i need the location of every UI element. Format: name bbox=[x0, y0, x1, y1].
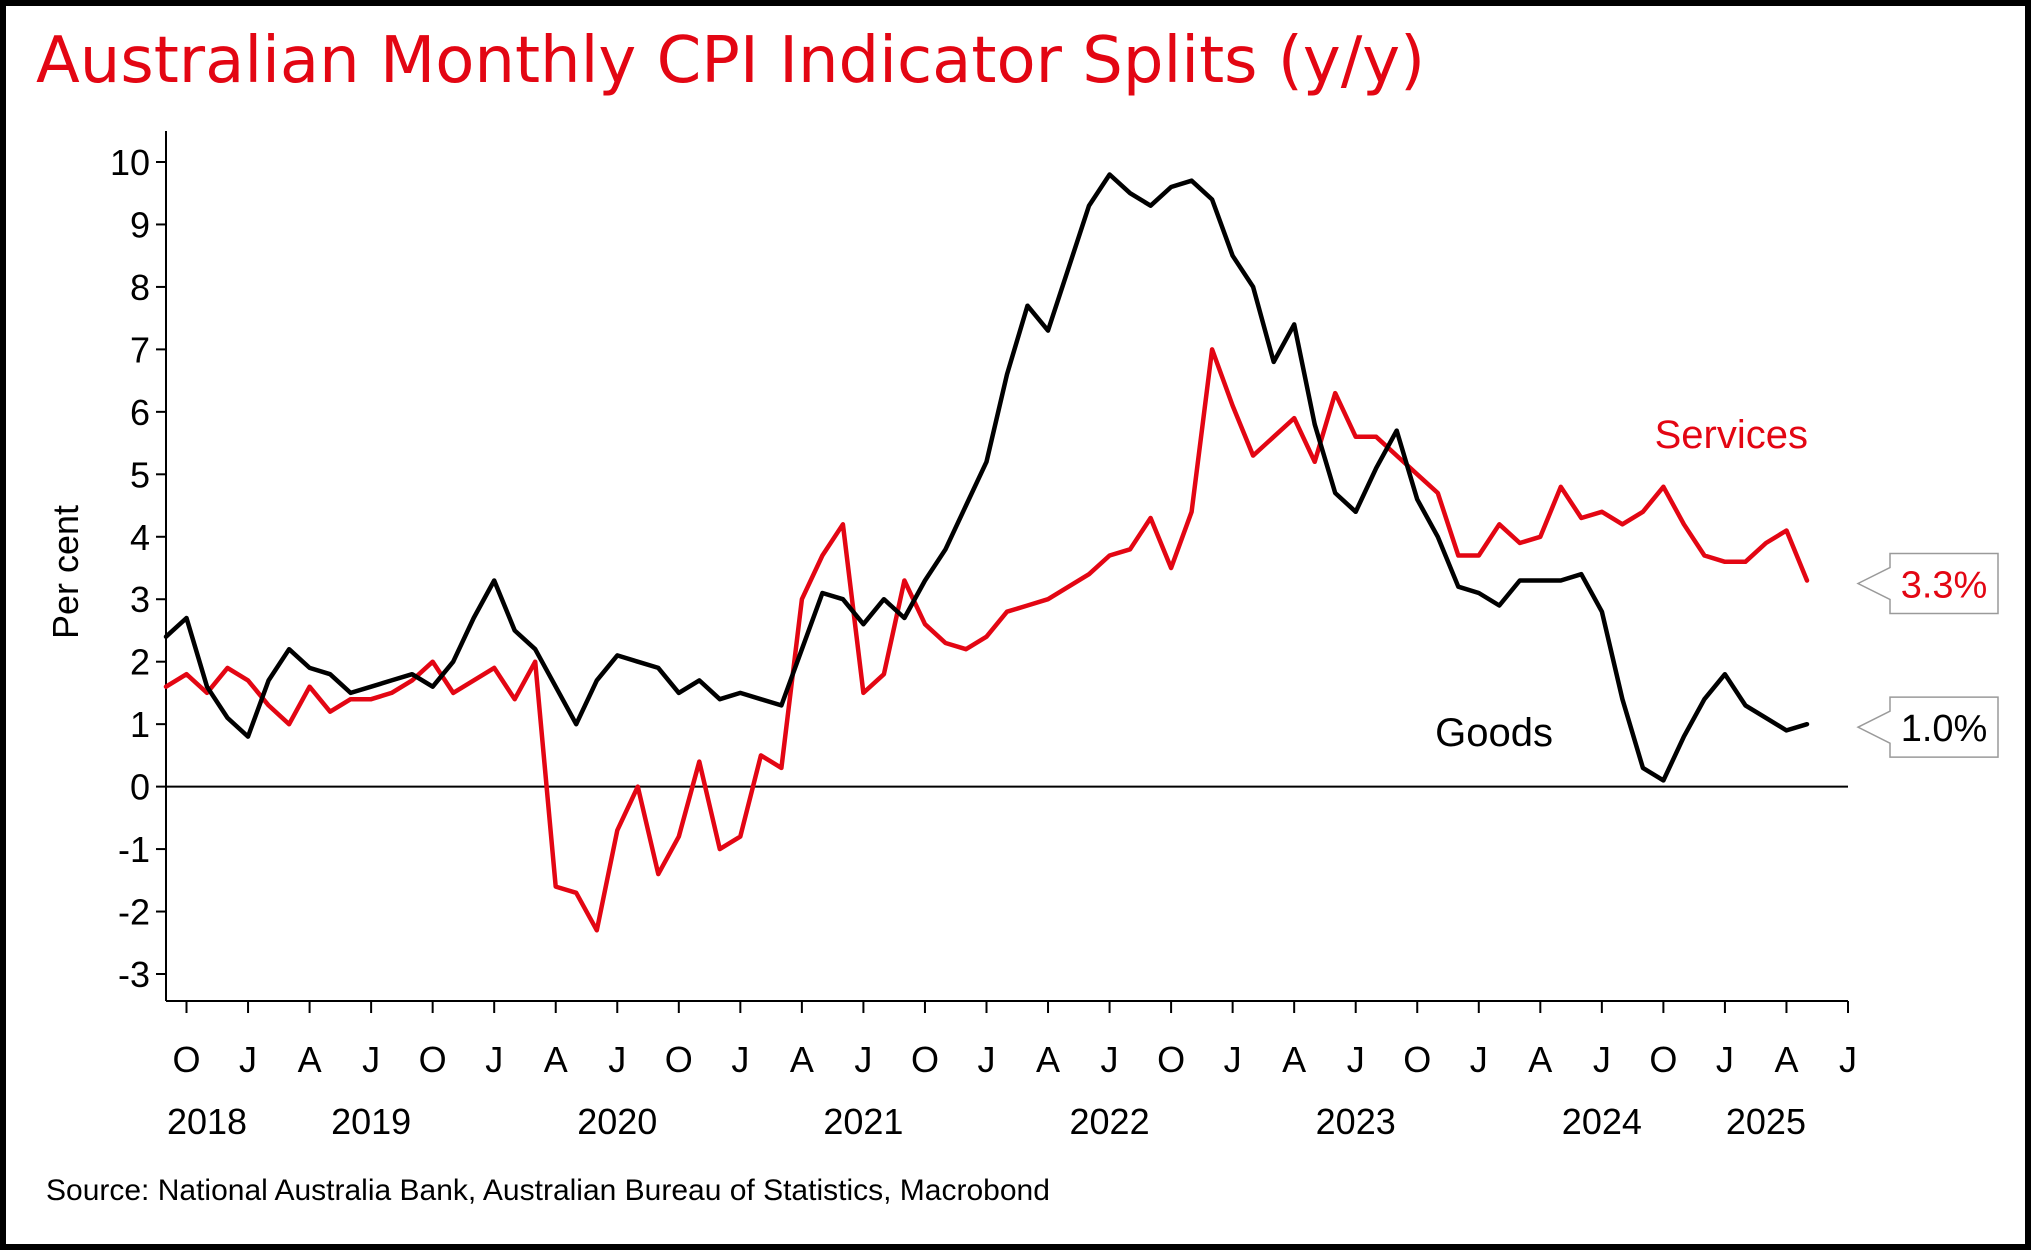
x-month-label: A bbox=[790, 1039, 814, 1080]
x-month-label: O bbox=[1403, 1039, 1431, 1080]
y-tick-label: 4 bbox=[130, 517, 150, 558]
x-month-label: O bbox=[1649, 1039, 1677, 1080]
x-month-label: J bbox=[239, 1039, 257, 1080]
end-callout-goods bbox=[1856, 696, 1999, 758]
x-year-label: 2023 bbox=[1316, 1101, 1396, 1142]
x-month-label: A bbox=[544, 1039, 568, 1080]
x-year-label: 2025 bbox=[1726, 1101, 1806, 1142]
series-line-services bbox=[163, 347, 1810, 933]
x-month-label: J bbox=[1593, 1039, 1611, 1080]
x-month-label: J bbox=[1347, 1039, 1365, 1080]
y-tick-label: -3 bbox=[118, 954, 150, 995]
source-note: Source: National Australia Bank, Austral… bbox=[46, 1174, 1050, 1207]
y-tick-label: 6 bbox=[130, 392, 150, 433]
end-value-label-goods: 1.0% bbox=[1901, 708, 1988, 750]
x-month-label: J bbox=[1224, 1039, 1242, 1080]
x-month-label: J bbox=[1716, 1039, 1734, 1080]
x-year-label: 2024 bbox=[1562, 1101, 1642, 1142]
x-month-label: O bbox=[173, 1039, 201, 1080]
x-month-label: O bbox=[911, 1039, 939, 1080]
y-tick-label: 5 bbox=[130, 454, 150, 495]
x-month-label: A bbox=[1282, 1039, 1306, 1080]
y-tick-label: 9 bbox=[130, 204, 150, 245]
y-tick-label: 3 bbox=[130, 579, 150, 620]
x-year-label: 2018 bbox=[167, 1101, 247, 1142]
x-month-label: A bbox=[1774, 1039, 1798, 1080]
y-tick-label: -1 bbox=[118, 829, 150, 870]
end-callout-services bbox=[1856, 552, 1999, 615]
x-year-label: 2020 bbox=[577, 1101, 657, 1142]
x-month-label: A bbox=[1036, 1039, 1060, 1080]
series-name-services: Services bbox=[1655, 413, 1808, 457]
x-month-label: J bbox=[977, 1039, 995, 1080]
y-tick-label: 8 bbox=[130, 267, 150, 308]
x-month-label: J bbox=[731, 1039, 749, 1080]
y-tick-label: 7 bbox=[130, 329, 150, 370]
y-tick-label: 2 bbox=[130, 642, 150, 683]
series-name-goods: Goods bbox=[1435, 711, 1553, 755]
x-year-label: 2021 bbox=[823, 1101, 903, 1142]
y-tick-label: 10 bbox=[110, 142, 150, 183]
x-year-label: 2022 bbox=[1070, 1101, 1150, 1142]
x-month-label: J bbox=[1470, 1039, 1488, 1080]
x-month-label: J bbox=[854, 1039, 872, 1080]
y-tick-label: -2 bbox=[118, 892, 150, 933]
x-month-label: A bbox=[1528, 1039, 1552, 1080]
x-year-label: 2019 bbox=[331, 1101, 411, 1142]
x-month-label: O bbox=[665, 1039, 693, 1080]
x-month-label: J bbox=[608, 1039, 626, 1080]
x-month-label: J bbox=[362, 1039, 380, 1080]
y-tick-label: 0 bbox=[130, 767, 150, 808]
x-month-label: J bbox=[1839, 1039, 1857, 1080]
y-tick-label: 1 bbox=[130, 704, 150, 745]
x-month-label: A bbox=[298, 1039, 322, 1080]
series-line-goods bbox=[163, 172, 1810, 783]
x-month-label: J bbox=[485, 1039, 503, 1080]
x-month-label: J bbox=[1101, 1039, 1119, 1080]
x-month-label: O bbox=[1157, 1039, 1185, 1080]
y-axis-label: Per cent bbox=[45, 505, 86, 639]
x-month-label: O bbox=[419, 1039, 447, 1080]
end-value-label-services: 3.3% bbox=[1901, 564, 1988, 606]
chart-title: Australian Monthly CPI Indicator Splits … bbox=[36, 24, 1426, 98]
